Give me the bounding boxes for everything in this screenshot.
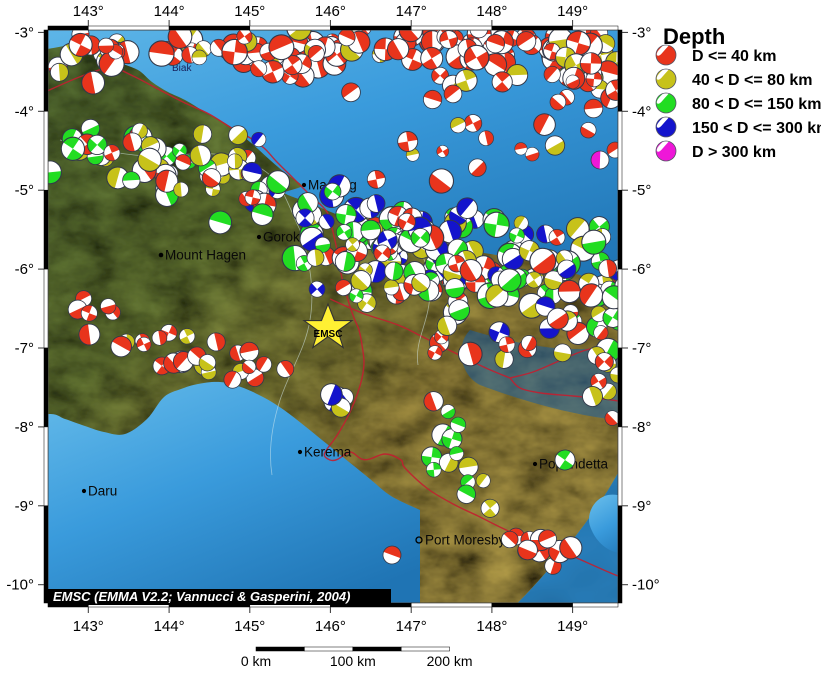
svg-text:145°: 145° xyxy=(234,3,265,20)
svg-text:-7°: -7° xyxy=(15,340,34,357)
svg-text:-3°: -3° xyxy=(15,24,34,41)
svg-text:147°: 147° xyxy=(396,618,427,635)
svg-text:-7°: -7° xyxy=(632,340,651,357)
svg-text:-3°: -3° xyxy=(632,24,651,41)
svg-text:-5°: -5° xyxy=(632,182,651,199)
svg-text:Depth: Depth xyxy=(663,24,725,49)
svg-text:200 km: 200 km xyxy=(427,653,473,669)
svg-text:144°: 144° xyxy=(154,618,185,635)
svg-text:146°: 146° xyxy=(315,618,346,635)
svg-text:D > 300 km: D > 300 km xyxy=(692,144,776,161)
svg-text:143°: 143° xyxy=(73,618,104,635)
svg-text:-9°: -9° xyxy=(15,498,34,515)
svg-text:-5°: -5° xyxy=(15,182,34,199)
svg-text:-6°: -6° xyxy=(15,261,34,278)
svg-text:-8°: -8° xyxy=(632,419,651,436)
svg-text:-6°: -6° xyxy=(632,261,651,278)
svg-text:-10°: -10° xyxy=(632,577,660,594)
svg-text:150 < D <= 300 km: 150 < D <= 300 km xyxy=(692,120,821,137)
svg-text:145°: 145° xyxy=(234,618,265,635)
svg-text:-4°: -4° xyxy=(632,103,651,120)
svg-text:146°: 146° xyxy=(315,3,346,20)
svg-text:-10°: -10° xyxy=(6,577,34,594)
svg-text:Mount Hagen: Mount Hagen xyxy=(165,248,246,263)
svg-text:149°: 149° xyxy=(557,618,588,635)
svg-text:148°: 148° xyxy=(476,3,507,20)
svg-text:-4°: -4° xyxy=(15,103,34,120)
svg-text:Kerema: Kerema xyxy=(304,445,352,460)
svg-text:143°: 143° xyxy=(73,3,104,20)
svg-text:Port Moresby: Port Moresby xyxy=(425,533,506,548)
svg-text:Daru: Daru xyxy=(88,484,117,499)
svg-text:144°: 144° xyxy=(154,3,185,20)
svg-text:D <= 40 km: D <= 40 km xyxy=(692,48,777,65)
svg-text:EMSC (EMMA V2.2; Vannucci & Ga: EMSC (EMMA V2.2; Vannucci & Gasperini, 2… xyxy=(53,589,350,604)
svg-text:-8°: -8° xyxy=(15,419,34,436)
svg-text:EMSC: EMSC xyxy=(314,329,343,340)
svg-text:149°: 149° xyxy=(557,3,588,20)
svg-text:-9°: -9° xyxy=(632,498,651,515)
svg-text:40 < D <= 80 km: 40 < D <= 80 km xyxy=(692,72,813,89)
svg-text:148°: 148° xyxy=(476,618,507,635)
svg-text:0 km: 0 km xyxy=(241,653,271,669)
svg-text:100 km: 100 km xyxy=(330,653,376,669)
svg-text:147°: 147° xyxy=(396,3,427,20)
svg-text:80 < D <= 150 km: 80 < D <= 150 km xyxy=(692,96,821,113)
